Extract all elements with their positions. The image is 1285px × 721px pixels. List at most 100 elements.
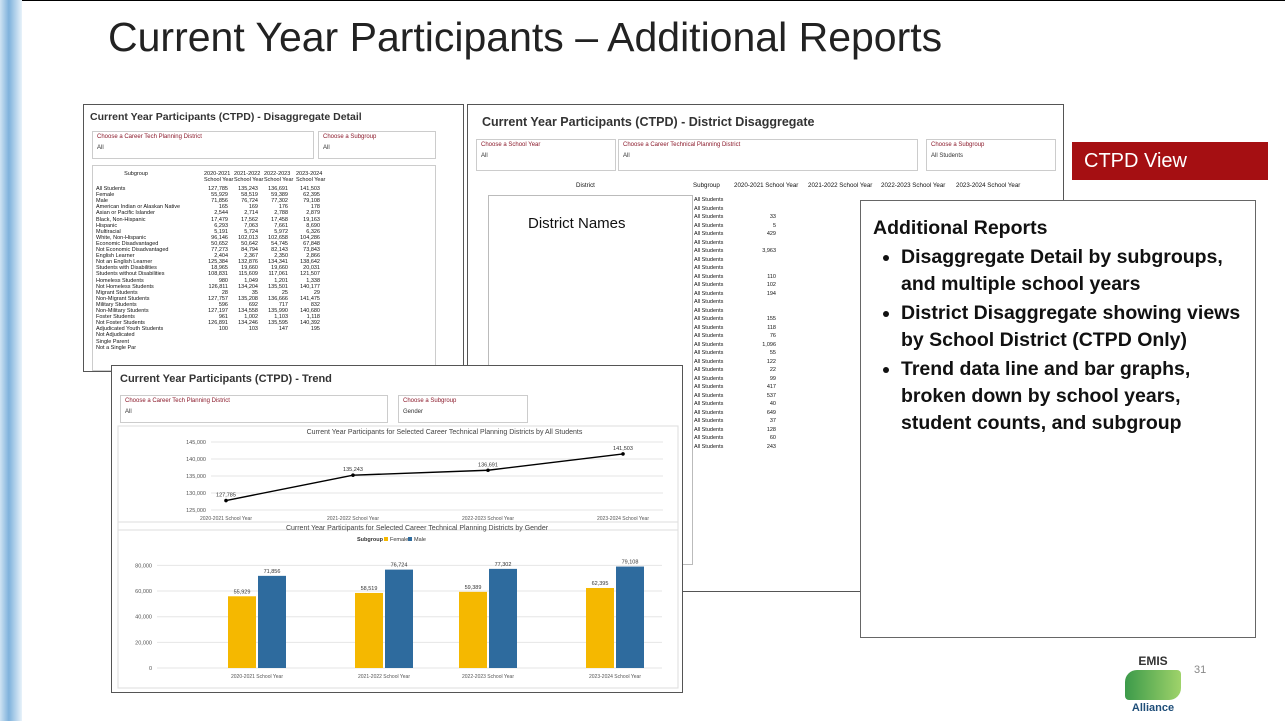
filter: Choose a Subgroup All xyxy=(318,131,436,159)
table-cell: 29 xyxy=(313,289,320,296)
table-cell: 134,558 xyxy=(238,308,258,314)
table-cell: Not Homeless Students xyxy=(96,283,154,290)
table-cell: All Students xyxy=(694,265,724,271)
table-cell: All Students xyxy=(694,426,724,433)
table-cell: 7,661 xyxy=(274,222,288,229)
page-number: 31 xyxy=(1194,664,1207,676)
table-cell: All Students xyxy=(694,222,724,229)
filter-value: All xyxy=(125,409,132,415)
table-cell: All Students xyxy=(694,409,724,416)
table-cell: All Students xyxy=(694,248,724,254)
filter: Choose a Subgroup All Students xyxy=(926,139,1056,171)
table-cell: 243 xyxy=(766,443,776,450)
bullet: District Disaggregate showing views by S… xyxy=(901,300,1243,354)
table-cell: 60 xyxy=(769,435,776,441)
chart-frame xyxy=(117,521,679,689)
table-cell: All Students xyxy=(694,392,724,399)
y-tick-label: 0 xyxy=(149,666,152,672)
table-cell: Not Adjudicated xyxy=(96,332,135,339)
table-cell: All Students xyxy=(694,307,724,314)
y-tick-label: 125,000 xyxy=(186,508,206,514)
table-cell: American Indian or Alaskan Native xyxy=(96,204,181,211)
table-cell: Economic Disadvantaged xyxy=(96,240,159,247)
table-cell: 17,479 xyxy=(211,216,228,223)
table-cell: All Students xyxy=(694,418,724,424)
column-header: Subgroup xyxy=(693,182,720,189)
filter-label: Choose a Career Tech Planning District xyxy=(97,134,202,140)
table-cell: 195 xyxy=(310,326,320,333)
table-cell: All Students xyxy=(694,239,724,246)
bar xyxy=(228,596,256,668)
slide-title: Current Year Participants – Additional R… xyxy=(108,14,943,60)
table-cell: Not Foster Students xyxy=(96,320,145,327)
table-cell: All Students xyxy=(694,384,724,390)
table-cell: All Students xyxy=(694,443,724,450)
table-cell: 140,177 xyxy=(300,283,320,290)
x-tick-label: 2020-2021 School Year xyxy=(231,674,283,680)
table-cell: 136,691 xyxy=(268,186,288,192)
left-stripe xyxy=(0,0,22,721)
table-cell: 125,384 xyxy=(208,259,228,266)
table-cell: 2,367 xyxy=(244,253,258,260)
filter: Choose a Subgroup Gender xyxy=(398,395,528,423)
table-cell: 82,143 xyxy=(271,247,288,253)
table-cell: 135,208 xyxy=(238,295,258,302)
table-cell: 76 xyxy=(769,333,776,339)
table-cell: 1,049 xyxy=(244,277,258,284)
table-cell: 103 xyxy=(248,326,258,333)
table-cell: Migrant Students xyxy=(96,289,138,296)
table-cell: 717 xyxy=(278,301,288,308)
table-cell: English Learner xyxy=(96,253,135,260)
notes-list: Disaggregate Detail by subgroups, and mu… xyxy=(873,244,1243,437)
table-cell: 141,503 xyxy=(300,186,320,192)
table-cell: 980 xyxy=(218,277,228,284)
table-cell: 22 xyxy=(769,367,776,373)
table-cell: Not an English Learner xyxy=(96,259,153,266)
table-cell: 138,642 xyxy=(300,259,320,266)
data-label: 79,108 xyxy=(622,560,639,566)
table-cell: Black, Non-Hispanic xyxy=(96,216,146,223)
table-cell: Not Economic Disadvantaged xyxy=(96,247,169,253)
column-header: 2022-2023 School Year xyxy=(264,171,294,183)
data-label: 59,389 xyxy=(465,585,482,591)
y-tick-label: 80,000 xyxy=(135,563,152,569)
filter-label: Choose a Career Technical Planning Distr… xyxy=(623,142,741,148)
y-tick-label: 130,000 xyxy=(186,491,206,497)
filter-label: Choose a Career Tech Planning District xyxy=(125,398,230,404)
table-cell: All Students xyxy=(694,290,724,297)
bar xyxy=(586,587,614,668)
panel-title: Current Year Participants (CTPD) - Trend xyxy=(120,373,332,385)
table-cell: 178 xyxy=(310,204,320,211)
data-label: 141,503 xyxy=(613,446,633,452)
table-cell: 5,191 xyxy=(214,228,228,235)
table-cell: 6,326 xyxy=(306,228,320,235)
column-header: 2021-2022 School Year xyxy=(808,182,873,189)
table-cell: 121,507 xyxy=(300,271,320,278)
x-tick-label: 2023-2024 School Year xyxy=(589,674,641,680)
table-cell: 19,163 xyxy=(303,216,320,223)
table-cell: Non-Military Students xyxy=(96,308,149,314)
data-label: 55,929 xyxy=(234,589,251,595)
table-cell: 1,096 xyxy=(762,341,776,348)
table-cell: 2,788 xyxy=(274,210,288,217)
table-cell: 596 xyxy=(218,301,228,308)
table-cell: All Students xyxy=(694,282,724,288)
data-label: 77,302 xyxy=(495,562,512,568)
table-cell: 127,197 xyxy=(208,308,228,314)
bar xyxy=(489,568,517,668)
filter-label: Choose a Subgroup xyxy=(403,398,457,404)
logo-mark xyxy=(1125,670,1181,700)
filter-value: All xyxy=(97,145,104,151)
logo-bottom: Alliance xyxy=(1131,702,1175,714)
notes-box: Additional Reports Disaggregate Detail b… xyxy=(860,200,1256,638)
trend-line xyxy=(225,453,624,502)
charts: Current Year Participants for Selected C… xyxy=(117,425,679,689)
table-cell: Asian or Pacific Islander xyxy=(96,210,155,217)
data-label: 62,395 xyxy=(592,581,609,587)
chart-title: Current Year Participants for Selected C… xyxy=(286,525,549,532)
filter-label: Choose a Subgroup xyxy=(323,134,377,140)
table-cell: 165 xyxy=(218,204,228,211)
table-cell: 135,501 xyxy=(268,283,288,290)
table-cell: Homeless Students xyxy=(96,277,144,284)
table-cell: 55 xyxy=(769,350,776,356)
